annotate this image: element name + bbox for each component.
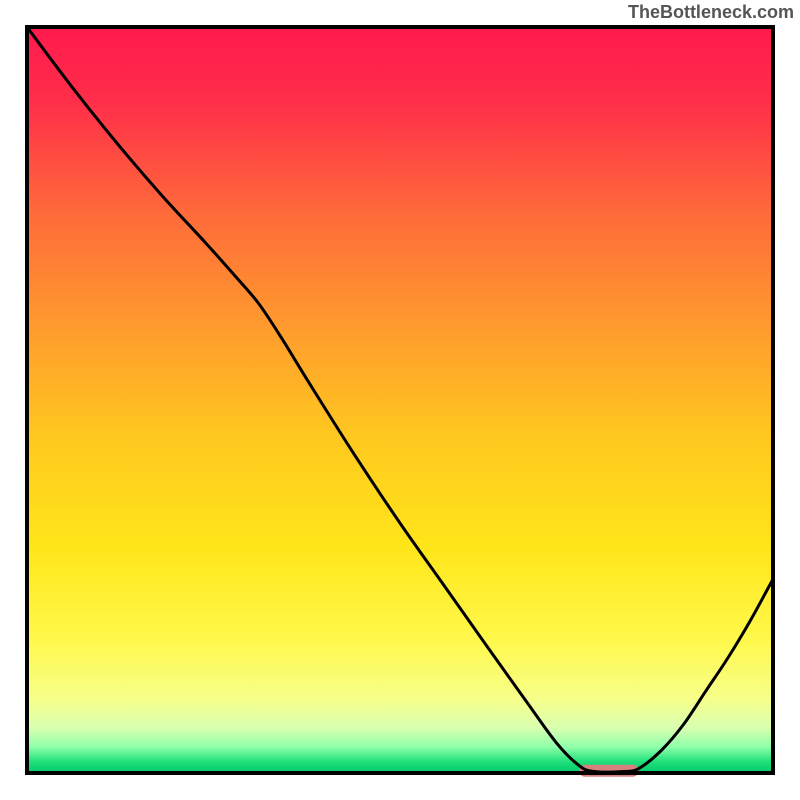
bottleneck-chart [0,0,800,800]
chart-container: { "watermark": { "text": "TheBottleneck.… [0,0,800,800]
watermark-text: TheBottleneck.com [628,2,794,23]
gradient-background [27,27,773,773]
